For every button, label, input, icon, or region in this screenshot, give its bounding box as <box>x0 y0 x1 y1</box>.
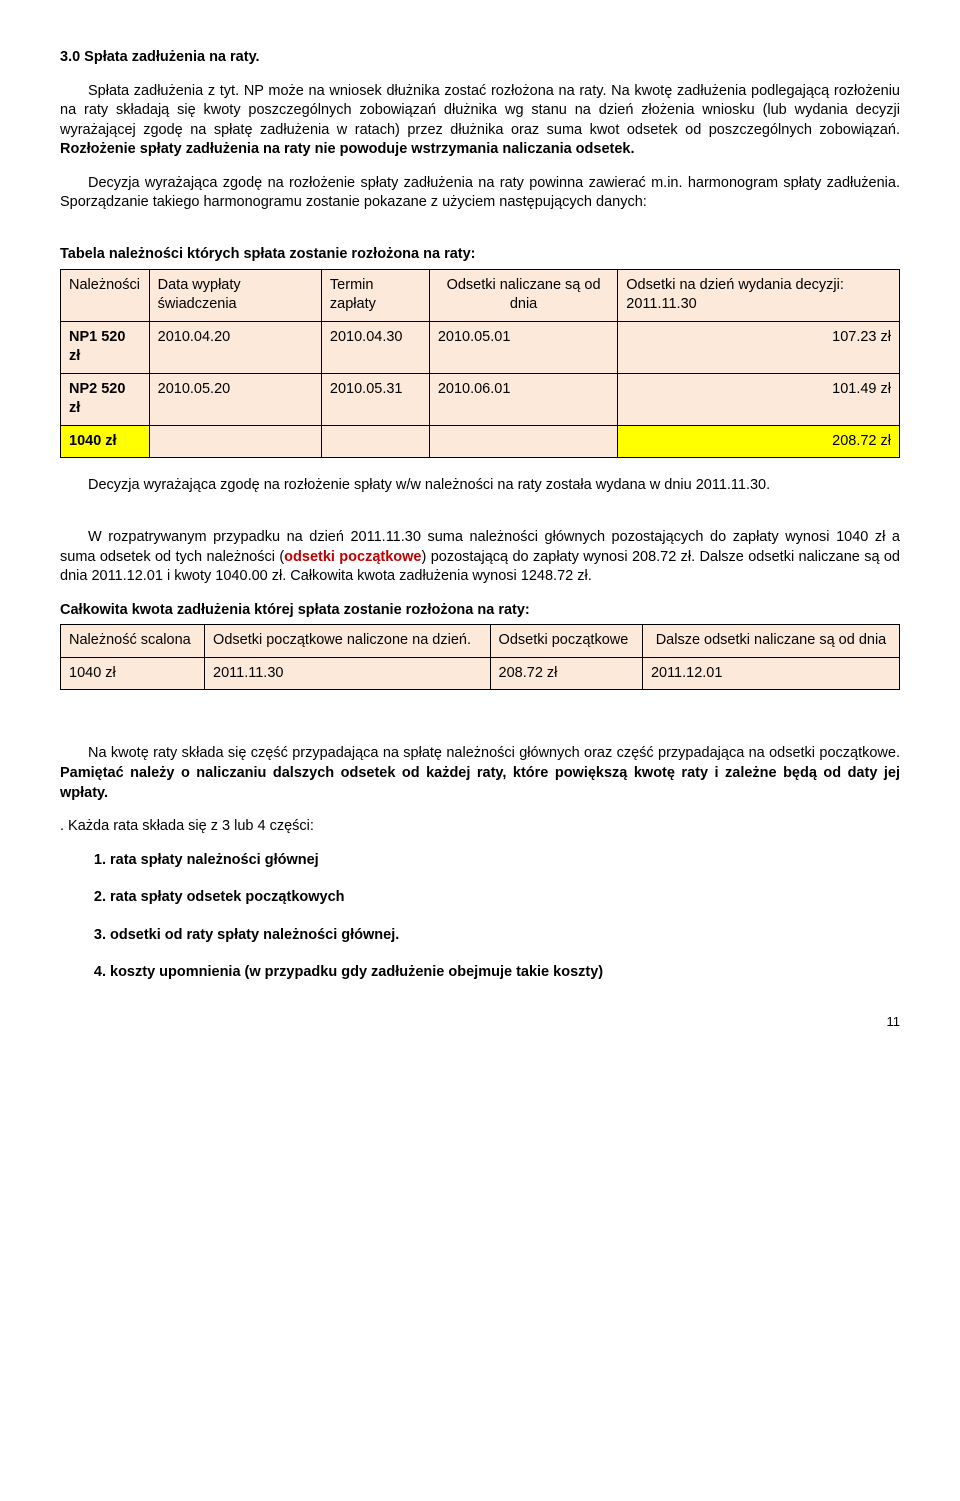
td-total-0: 1040 zł <box>61 425 150 458</box>
td: 101.49 zł <box>618 373 900 425</box>
table1-total-row: 1040 zł 208.72 zł <box>61 425 900 458</box>
td-total-4: 208.72 zł <box>618 425 900 458</box>
td: 2010.04.30 <box>321 321 429 373</box>
paragraph-1: Spłata zadłużenia z tyt. NP może na wnio… <box>60 82 900 160</box>
td: NP1 520 zł <box>61 321 150 373</box>
para4-b-red-bold: odsetki początkowe <box>284 549 421 565</box>
th-4: Odsetki na dzień wydania decyzji: 2011.1… <box>618 269 900 321</box>
td: NP2 520 zł <box>61 373 150 425</box>
td: 107.23 zł <box>618 321 900 373</box>
table2-header-row: Należność scalona Odsetki początkowe nal… <box>61 625 900 658</box>
table-1: Należności Data wypłaty świadczenia Term… <box>60 269 900 459</box>
td: 2010.05.31 <box>321 373 429 425</box>
td-total-3 <box>429 425 617 458</box>
td: 2010.04.20 <box>149 321 321 373</box>
table-2: Należność scalona Odsetki początkowe nal… <box>60 624 900 690</box>
list-item-4: koszty upomnienia (w przypadku gdy zadłu… <box>110 963 900 983</box>
table2-row-0: 1040 zł 2011.11.30 208.72 zł 2011.12.01 <box>61 657 900 690</box>
th2-2: Odsetki początkowe <box>490 625 642 658</box>
paragraph-4: W rozpatrywanym przypadku na dzień 2011.… <box>60 528 900 587</box>
th2-1: Odsetki początkowe naliczone na dzień. <box>205 625 491 658</box>
para5-a: Na kwotę raty składa się część przypadaj… <box>88 745 900 761</box>
section-title: 3.0 Spłata zadłużenia na raty. <box>60 48 900 68</box>
th2-3: Dalsze odsetki naliczane są od dnia <box>642 625 899 658</box>
td: 2011.11.30 <box>205 657 491 690</box>
list-item-1: rata spłaty należności głównej <box>110 851 900 871</box>
td-total-1 <box>149 425 321 458</box>
parts-list: rata spłaty należności głównej rata spła… <box>60 851 900 983</box>
th-0: Należności <box>61 269 150 321</box>
th-1: Data wypłaty świadczenia <box>149 269 321 321</box>
th-3: Odsetki naliczane są od dnia <box>429 269 617 321</box>
list-item-2: rata spłaty odsetek początkowych <box>110 888 900 908</box>
list-intro: . Każda rata składa się z 3 lub 4 części… <box>60 817 900 837</box>
td: 1040 zł <box>61 657 205 690</box>
para1-text: Spłata zadłużenia z tyt. NP może na wnio… <box>60 83 900 138</box>
paragraph-3: Decyzja wyrażająca zgodę na rozłożenie s… <box>60 476 900 496</box>
td: 2010.05.01 <box>429 321 617 373</box>
paragraph-5: Na kwotę raty składa się część przypadaj… <box>60 744 900 803</box>
td-total-2 <box>321 425 429 458</box>
para1-bold: Rozłożenie spłaty zadłużenia na raty nie… <box>60 141 635 157</box>
table1-row-0: NP1 520 zł 2010.04.20 2010.04.30 2010.05… <box>61 321 900 373</box>
table2-title: Całkowita kwota zadłużenia której spłata… <box>60 601 900 621</box>
td: 208.72 zł <box>490 657 642 690</box>
td: 2010.05.20 <box>149 373 321 425</box>
td: 2010.06.01 <box>429 373 617 425</box>
th-2: Termin zapłaty <box>321 269 429 321</box>
list-item-3: odsetki od raty spłaty należności główne… <box>110 926 900 946</box>
table1-row-1: NP2 520 zł 2010.05.20 2010.05.31 2010.06… <box>61 373 900 425</box>
td: 2011.12.01 <box>642 657 899 690</box>
th2-0: Należność scalona <box>61 625 205 658</box>
page-number: 11 <box>60 1013 900 1031</box>
table1-header-row: Należności Data wypłaty świadczenia Term… <box>61 269 900 321</box>
paragraph-2: Decyzja wyrażająca zgodę na rozłożenie s… <box>60 174 900 213</box>
para5-b-bold: Pamiętać należy o naliczaniu dalszych od… <box>60 765 900 801</box>
table1-title: Tabela należności których spłata zostani… <box>60 245 900 265</box>
